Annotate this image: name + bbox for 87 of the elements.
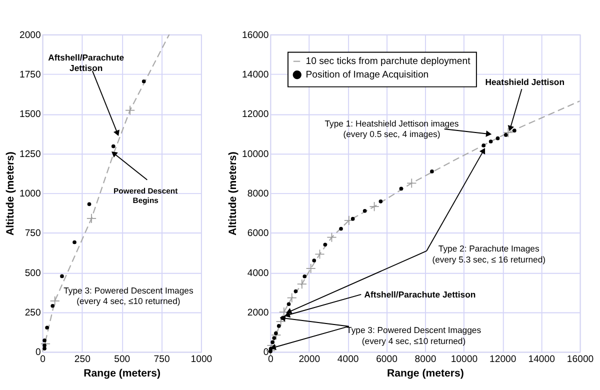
x-tick-label: 10000 xyxy=(450,354,478,365)
annotation: Aftshell/Parachute Jettison xyxy=(48,52,124,73)
point xyxy=(72,240,76,244)
x-tick-label: 4000 xyxy=(337,354,359,365)
y-tick-label: 1250 xyxy=(19,148,41,160)
y-axis-title: Altitude (meters) xyxy=(4,152,17,236)
y-tick-label: 12000 xyxy=(242,109,269,120)
x-tick-label: 750 xyxy=(154,354,170,365)
legend-label: Position of Image Acquisition xyxy=(306,70,429,81)
x-tick-label: 6000 xyxy=(376,354,398,365)
x-tick-label: 1000 xyxy=(190,354,212,365)
point xyxy=(294,289,298,294)
point xyxy=(271,330,282,340)
annotation: Aftshell/Parachute Jettison xyxy=(364,289,476,300)
y-tick-label: 500 xyxy=(24,268,41,279)
x-tick-label: 500 xyxy=(114,354,130,365)
point xyxy=(362,209,367,213)
point xyxy=(312,258,316,262)
x-tick-label: 12000 xyxy=(490,354,516,365)
point xyxy=(87,202,92,206)
point xyxy=(270,340,275,344)
point xyxy=(50,296,60,306)
y-tick-label: 750 xyxy=(24,228,41,240)
point xyxy=(60,274,64,278)
point xyxy=(503,128,514,138)
y-tick-label: 1500 xyxy=(19,109,41,120)
point xyxy=(314,249,325,260)
point xyxy=(272,336,276,340)
point xyxy=(488,140,493,144)
annotation: Type 3: Powered Descent Imagges (every 4 sec, ≤10 returned) xyxy=(346,325,482,346)
point xyxy=(276,324,281,328)
point xyxy=(142,79,146,84)
point xyxy=(42,343,46,348)
point xyxy=(302,274,307,278)
point xyxy=(399,186,404,191)
x-axis-title: Range (meters) xyxy=(387,367,464,380)
point xyxy=(274,331,278,336)
point xyxy=(276,316,286,327)
x-tick-label: 2000 xyxy=(298,354,320,365)
point xyxy=(326,232,337,242)
point xyxy=(286,302,291,306)
annotation: Type 1: Heatshield Jettison images (every 0.5 sec, 4 images) xyxy=(324,118,460,140)
point xyxy=(111,144,116,148)
point xyxy=(42,346,46,350)
y-tick-label: 14000 xyxy=(242,69,269,80)
x-axis-title: Range (meters) xyxy=(84,367,161,380)
point xyxy=(50,304,55,308)
annotation: Heatshield Jettison xyxy=(485,76,564,87)
y-axis-title: Altitude (meters) xyxy=(227,152,240,236)
point xyxy=(278,307,289,318)
point xyxy=(42,338,46,342)
y-tick-label: 2000 xyxy=(247,307,269,318)
point xyxy=(339,226,343,231)
y-tick-label: 16000 xyxy=(242,30,269,41)
point xyxy=(125,105,136,116)
point xyxy=(496,136,500,140)
x-tick-label: 16000 xyxy=(566,354,594,365)
point xyxy=(296,279,307,290)
point xyxy=(306,263,316,274)
y-tick-label: 1000 xyxy=(19,188,41,200)
point xyxy=(344,215,354,226)
point xyxy=(286,292,297,303)
point xyxy=(504,133,508,137)
point xyxy=(378,199,383,204)
y-tick-label: 4000 xyxy=(247,268,269,279)
annotation: Type 3: Powered Descent Images (every 4 sec, ≤10 returned) xyxy=(64,286,194,306)
point xyxy=(482,144,486,148)
y-tick-label: 10000 xyxy=(242,148,269,160)
y-tick-label: 6000 xyxy=(247,228,269,240)
legend-label: 10 sec ticks from parchute deployment xyxy=(306,56,471,68)
point xyxy=(406,178,417,188)
y-tick-label: 250 xyxy=(24,307,41,318)
annotation: Powered Descent Begins xyxy=(114,186,178,206)
x-tick-label: 14000 xyxy=(528,354,555,365)
point xyxy=(45,326,49,330)
point xyxy=(430,170,434,174)
y-tick-label: 2000 xyxy=(19,30,41,41)
annotation: Type 2: Parachute Images (every 5.3 sec, ≤ 16 returned) xyxy=(432,244,546,264)
point xyxy=(350,216,355,221)
x-tick-label: 250 xyxy=(74,354,90,365)
y-tick-label: 1750 xyxy=(19,69,41,80)
point xyxy=(512,128,516,133)
x-tick-label: 8000 xyxy=(414,354,436,365)
point xyxy=(323,242,328,247)
point xyxy=(369,202,380,212)
point xyxy=(86,213,96,224)
y-tick-label: 8000 xyxy=(247,188,269,200)
